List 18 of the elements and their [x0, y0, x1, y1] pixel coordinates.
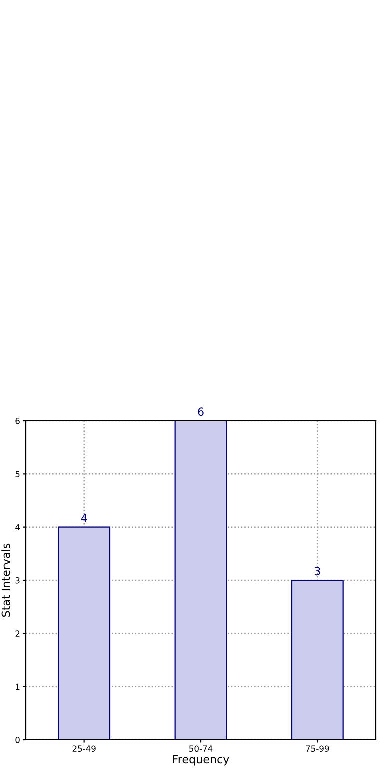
- y-tick-label: 2: [16, 630, 20, 637]
- x-tick-label: 75-99: [306, 746, 330, 752]
- y-tick-label: 3: [16, 577, 20, 584]
- x-axis-title: Frequency: [173, 755, 230, 766]
- bar: [58, 526, 111, 740]
- x-tick-label: 50-74: [190, 746, 213, 752]
- data-label: 3: [314, 567, 320, 576]
- bar: [291, 580, 344, 740]
- y-tick-label: 6: [16, 418, 20, 424]
- bar: [174, 421, 228, 740]
- data-label: 6: [198, 408, 204, 416]
- y-tick-label: 0: [16, 736, 20, 744]
- y-tick-label: 1: [16, 684, 20, 690]
- data-label: 4: [81, 514, 88, 522]
- y-axis-title: Stat Intervals: [2, 544, 10, 617]
- y-tick-label: 4: [16, 524, 20, 530]
- x-tick-label: 25-49: [72, 746, 96, 752]
- y-tick-label: 5: [16, 471, 20, 478]
